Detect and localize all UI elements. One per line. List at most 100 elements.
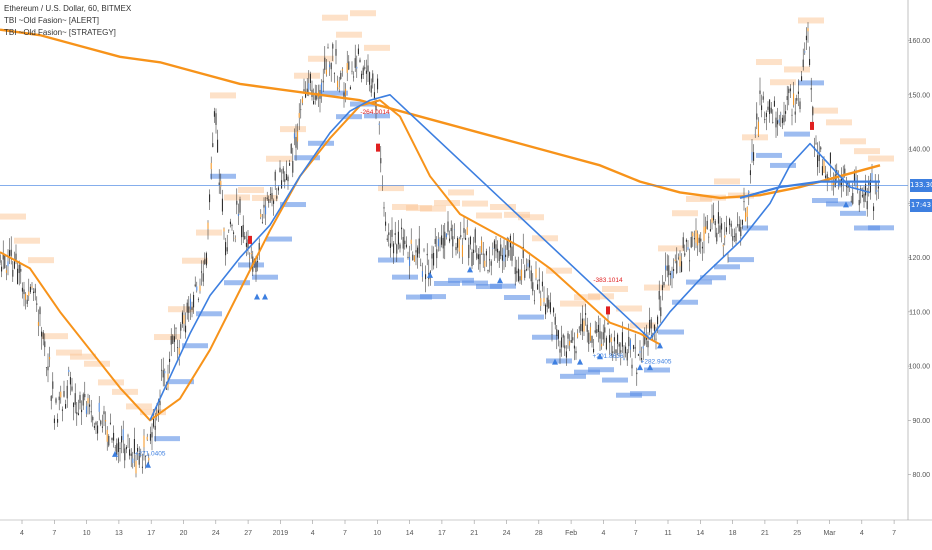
candle-body <box>797 91 799 94</box>
candle-body <box>450 227 452 232</box>
candle-body <box>407 256 409 258</box>
candle-body <box>367 65 369 72</box>
candle-body <box>333 73 335 74</box>
candle-body <box>505 254 507 258</box>
candle-body <box>199 285 201 291</box>
ema-fast-blue-line <box>149 94 871 421</box>
candle-body <box>63 391 65 397</box>
candle-body <box>817 155 819 168</box>
candle-body <box>873 206 875 211</box>
candle-body <box>764 119 766 121</box>
candle-body <box>650 319 652 329</box>
time-tick-label: 4 <box>860 530 864 537</box>
candle-body <box>177 347 179 348</box>
upper-band-step <box>532 235 558 242</box>
upper-band-step <box>70 353 96 360</box>
upper-band-step <box>364 44 390 51</box>
candle-body <box>433 252 435 266</box>
legend-study-alert[interactable]: TBI ~Old Fasion~ [ALERT] <box>4 16 100 25</box>
lower-band-step <box>364 113 390 119</box>
time-tick-label: 13 <box>115 530 123 537</box>
candle-body <box>332 44 334 49</box>
candle-body <box>129 449 131 456</box>
candle-body <box>548 299 550 309</box>
candle-body <box>786 96 788 101</box>
candle-body <box>330 62 332 70</box>
upper-band-step <box>406 205 432 212</box>
candle-body <box>173 336 175 342</box>
candle-body <box>476 253 478 259</box>
lower-band-step <box>266 236 292 242</box>
candle-body <box>780 113 782 115</box>
candle-body <box>722 245 724 247</box>
candle-body <box>234 237 236 239</box>
lower-band-step <box>322 90 348 96</box>
candle-body <box>537 284 539 290</box>
trade-label: +282.9405 <box>641 358 672 365</box>
candle-body <box>591 335 593 343</box>
candle-body <box>863 193 865 202</box>
candle-body <box>554 316 556 325</box>
candle-body <box>765 112 767 117</box>
candle-body <box>426 253 428 256</box>
upper-band-step <box>308 55 334 62</box>
candle-body <box>831 183 833 185</box>
candle-body <box>175 328 177 329</box>
candle-body <box>778 119 780 123</box>
lower-band-step <box>196 311 222 317</box>
upper-band-step <box>714 178 740 185</box>
candle-body <box>674 259 676 261</box>
candle-body <box>132 458 134 463</box>
candle-body <box>108 435 110 446</box>
candle-body <box>233 232 235 234</box>
candle-body <box>561 337 563 348</box>
candle-body <box>609 335 611 343</box>
upper-band-step <box>784 66 810 73</box>
candle-body <box>114 447 116 449</box>
lower-band-step <box>448 277 474 283</box>
candle-body <box>788 88 790 94</box>
legend-study-strategy[interactable]: TBI ~Old Fasion~ [STRATEGY] <box>4 28 116 37</box>
candle-body <box>527 263 529 267</box>
candle-body <box>9 250 11 259</box>
candle-body <box>0 254 1 263</box>
candle-body <box>164 371 166 374</box>
time-tick-label: 21 <box>761 530 769 537</box>
candle-body <box>130 453 132 456</box>
sell-marker <box>248 235 252 244</box>
candle-body <box>453 229 455 231</box>
candle-body <box>58 396 60 401</box>
candle-body <box>117 438 119 452</box>
candle-body <box>33 291 35 294</box>
candle-body <box>452 236 454 247</box>
upper-band-step <box>182 257 208 264</box>
candle-body <box>687 247 689 250</box>
candle-body <box>533 300 535 302</box>
candle-body <box>301 98 303 103</box>
candle-body <box>551 334 553 335</box>
candle-body <box>743 201 745 203</box>
candle-body <box>95 422 97 425</box>
time-tick-label: 4 <box>20 530 24 537</box>
candle-body <box>497 248 499 253</box>
candle-body <box>708 236 710 238</box>
candle-body <box>583 320 585 332</box>
candle-body <box>68 369 70 373</box>
candle-body <box>335 48 337 56</box>
candle-body <box>549 302 551 313</box>
candle-body <box>457 238 459 248</box>
upper-band-step <box>350 10 376 17</box>
lower-band-step <box>406 294 432 300</box>
candle-body <box>124 448 126 461</box>
buy-marker <box>843 201 849 208</box>
candle-body <box>20 268 22 272</box>
candle-body <box>871 173 873 180</box>
time-tick-label: 11 <box>664 530 671 537</box>
candle-body <box>588 332 590 345</box>
candle-body <box>290 143 292 154</box>
candle-body <box>729 218 731 226</box>
candle-body <box>521 269 523 280</box>
candle-body <box>730 223 732 227</box>
upper-band-step <box>252 194 278 201</box>
